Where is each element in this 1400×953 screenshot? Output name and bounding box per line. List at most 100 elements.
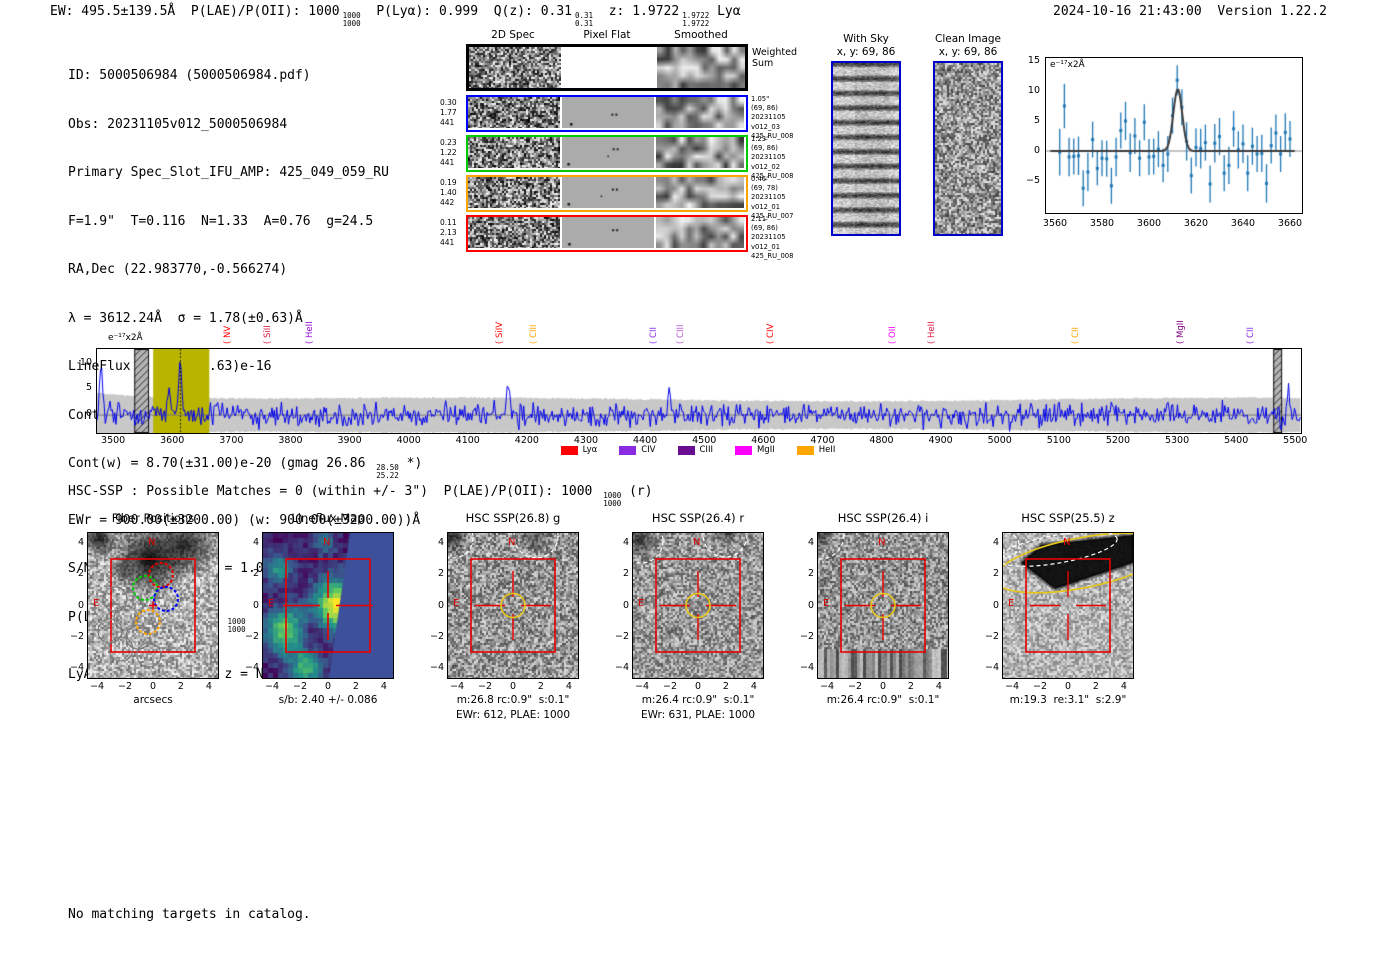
legend-item: CIII xyxy=(677,445,713,455)
catalog-ellipse xyxy=(448,533,474,559)
fiber-weight-value: 1.77 xyxy=(440,107,457,117)
cutout-caption-hsc-r: m:26.4 rc:0.9" s:0.1" xyxy=(641,694,755,706)
fiber-annotation-line: 2.11" xyxy=(751,215,770,223)
fiber-pixelflat-image xyxy=(562,177,654,208)
spectrum-y-tick: 0 xyxy=(85,408,92,420)
fiber-annotation-line: 20231105 xyxy=(751,233,786,242)
hsc-g-image xyxy=(448,533,578,678)
cutout-x-tick: 0 xyxy=(1064,681,1072,692)
fiber-weight-value: 442 xyxy=(440,197,455,207)
compass-east: E xyxy=(638,598,645,609)
fiber-row-weights: 0.19 1.40 442 xyxy=(440,178,464,207)
column-header-2dspec: 2D Spec xyxy=(491,29,535,41)
plae-poii-value: P(LAE)/P(OII): 1000 xyxy=(190,4,340,19)
cutout-x-tick: −2 xyxy=(848,681,863,692)
cutout-hsc-g: N E xyxy=(447,532,579,679)
fiber-annotation-line: v012_01 xyxy=(751,202,781,211)
spectrum-x-tick: 4600 xyxy=(751,435,776,446)
zoom-y-tick: 10 xyxy=(1027,85,1040,96)
fiber-row-weights: 0.11 2.13 441 xyxy=(440,218,464,247)
fiber-weight-value: 441 xyxy=(440,117,455,127)
compass-north: N xyxy=(323,537,331,548)
zoom-x-tick: 3620 xyxy=(1183,218,1209,229)
cutout-x-tick: 2 xyxy=(722,681,729,692)
extraction-box xyxy=(470,558,556,653)
fiber-smoothed-image xyxy=(656,177,744,208)
fiber-weight-value: 0.11 xyxy=(440,218,457,227)
info-line-obs: Obs: 20231105v012_5000506984 xyxy=(68,116,288,132)
fiber-positions-overlay xyxy=(97,558,196,668)
info-line-cont-w: Cont(w) = 8.70(±31.00)e-20 (gmag 26.86 2… xyxy=(68,456,423,481)
cutout-y-tick: −2 xyxy=(244,630,259,642)
spectrum-y-tick: 5 xyxy=(85,382,92,394)
weighted-2dspec-image xyxy=(469,47,561,88)
lineflux-overlay xyxy=(283,558,373,653)
crosshair xyxy=(475,571,551,640)
clean-image-frame xyxy=(933,61,1003,236)
spectrum-x-tick: 4400 xyxy=(633,435,658,446)
withsky-image xyxy=(833,63,899,234)
extraction-box xyxy=(840,558,926,653)
catalog-ellipse xyxy=(1003,533,1118,567)
fiber-row-annotation: 1.23" (69, 86) 20231105 v012_02 425_RU_008 xyxy=(751,135,797,181)
cutout-x-tick: 0 xyxy=(324,681,332,692)
legend-label: MgII xyxy=(756,445,775,455)
withsky-frame xyxy=(831,61,901,236)
qz-value: Q(z): 0.31 xyxy=(493,4,573,19)
info-line-id: ID: 5000506984 (5000506984.pdf) xyxy=(68,68,311,84)
cutout-title-fiber: Fiber Positions xyxy=(111,511,195,525)
extraction-box xyxy=(1025,558,1111,653)
cutout-y-tick: −4 xyxy=(614,661,629,673)
spectral-line-label: ( NV xyxy=(223,325,234,344)
crosshair xyxy=(845,571,921,640)
fiber-smoothed-image xyxy=(656,137,744,168)
fiber-annotation-line: 425_RU_008 xyxy=(751,251,794,260)
cutout-xlabel-fiber: arcsecs xyxy=(133,694,173,706)
hsc-match-line: HSC-SSP : Possible Matches = 0 (within +… xyxy=(68,484,653,509)
redshift-value: z: 1.9722 xyxy=(608,4,680,19)
plae-poii-fraction: 1000 1000 xyxy=(342,11,361,29)
info-line-wavelength: λ = 3612.24Å σ = 1.78(±0.63)Å xyxy=(68,310,303,326)
hsc-r-overlay xyxy=(633,533,748,653)
spectrum-x-tick: 4800 xyxy=(869,435,894,446)
cutout-title-hsc-g: HSC SSP(26.8) g xyxy=(465,511,561,525)
spectral-line-label: ( CIII xyxy=(529,324,540,344)
spec2d-fiber-row xyxy=(466,135,748,172)
spectrum-x-tick: 4000 xyxy=(396,435,421,446)
compass-east: E xyxy=(268,598,275,609)
info-line-ifu: Primary Spec_Slot_IFU_AMP: 425_049_059_R… xyxy=(68,165,389,181)
spectrum-x-tick: 4300 xyxy=(573,435,599,446)
fiber-2dspec-image xyxy=(468,217,560,248)
fiber-circle-blue xyxy=(153,586,179,612)
cutout-caption-hsc-i: m:26.4 rc:0.9" s:0.1" xyxy=(826,694,940,706)
cutout-x-tick: −4 xyxy=(635,681,650,692)
fiber-weight-value: 441 xyxy=(440,237,455,247)
cutout-y-tick: 0 xyxy=(622,599,629,611)
line-zoom-canvas xyxy=(1046,58,1302,213)
fiber-row-annotation: 1.05" (69, 86) 20231105 v012_03 425_RU_008 xyxy=(751,95,797,141)
cutout-x-tick: 4 xyxy=(935,681,942,692)
fiber-weight-value: 0.23 xyxy=(440,138,457,147)
spectrum-x-tick: 4200 xyxy=(514,435,539,446)
cutout-y-tick: 0 xyxy=(807,599,814,611)
cutout-x-tick: 2 xyxy=(907,681,914,692)
cutout-x-tick: 0 xyxy=(509,681,517,692)
spectral-line-label: ( OII xyxy=(887,326,898,344)
galaxy-ellipse xyxy=(1003,533,1133,594)
catalog-ellipse xyxy=(1003,533,1020,558)
cutout-y-tick: 0 xyxy=(437,599,444,611)
cutout-x-tick: −4 xyxy=(265,681,280,692)
zoom-y-tick: 15 xyxy=(1027,55,1040,66)
fiber-circle-orange xyxy=(135,609,161,635)
spectrum-x-tick: 5000 xyxy=(987,435,1012,446)
spectral-line-label: ( CIII xyxy=(676,324,687,344)
cutout-x-tick: 4 xyxy=(565,681,572,692)
fiber-annotation-line: 425_RU_008 xyxy=(751,131,794,140)
info-line-radec: RA,Dec (22.983770,-0.566274) xyxy=(68,262,288,278)
cutout-y-tick: 0 xyxy=(252,599,259,611)
aperture-circle xyxy=(685,592,711,619)
withsky-title: With Sky x, y: 69, 86 xyxy=(836,33,896,59)
cutout-title-lineflux: Lineflux Map xyxy=(291,511,365,525)
cutout-y-tick: 0 xyxy=(992,599,999,611)
spectrum-x-tick: 4500 xyxy=(692,435,717,446)
